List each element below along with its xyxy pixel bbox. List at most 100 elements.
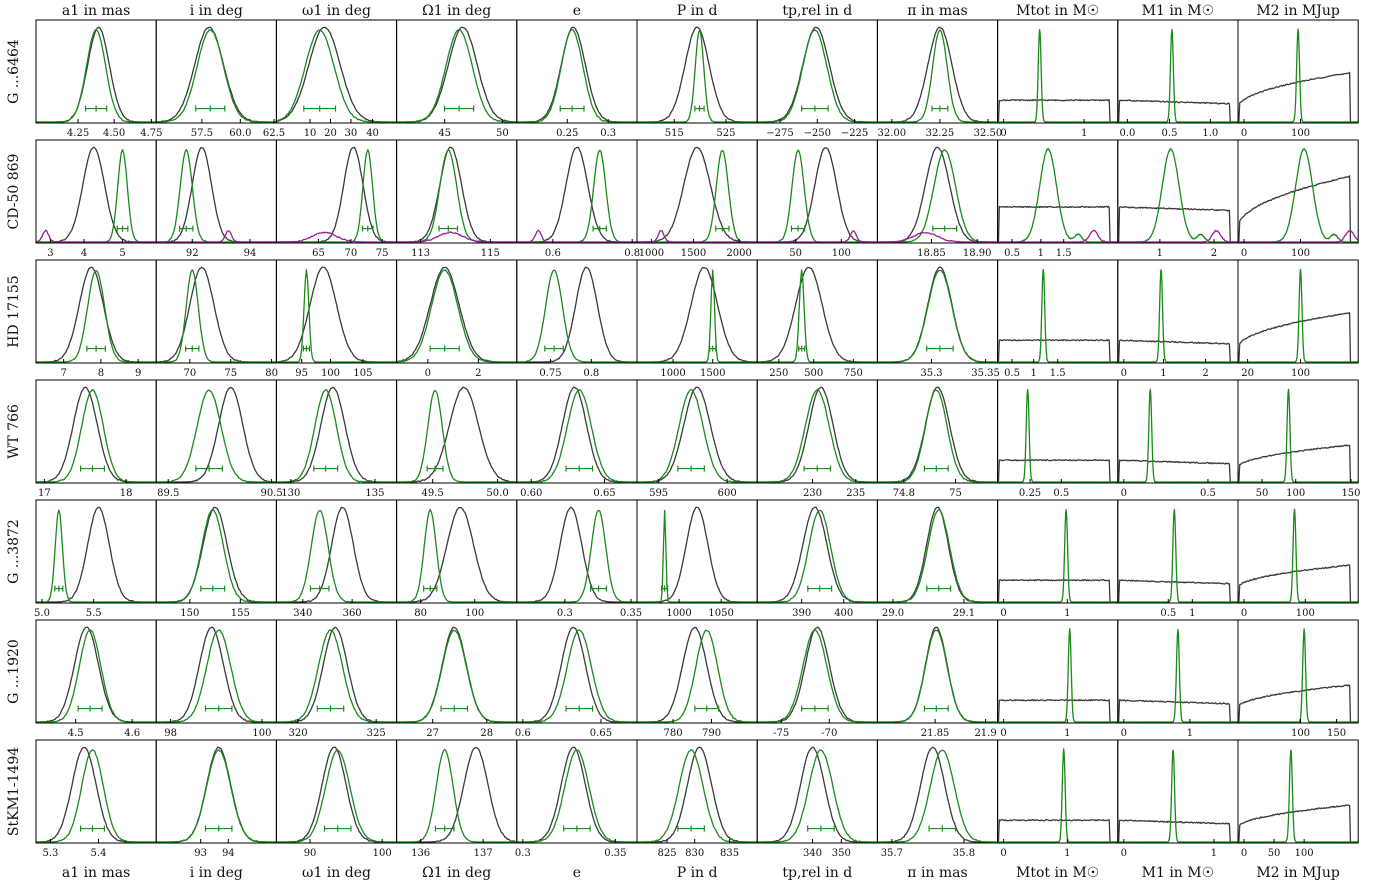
- posterior-histogram: [516, 749, 637, 843]
- tick-label: 4.75: [140, 128, 162, 139]
- tick-label: 1: [1187, 728, 1193, 739]
- panel-r5-c3: 27 28: [396, 619, 518, 739]
- prior-histogram: [276, 386, 397, 483]
- panel-r1-c10: 0 100: [1237, 139, 1359, 259]
- panel-r6-c4: 0.3 0.35: [515, 739, 638, 859]
- bottom-label-7: π in mas: [907, 865, 967, 881]
- tick-label: 0.60: [520, 488, 542, 499]
- panel-frame: [636, 619, 758, 724]
- panel-r2-c6: 250 500 750: [756, 259, 878, 379]
- tick-label: 150: [1327, 728, 1346, 739]
- prior-histogram: [516, 146, 637, 243]
- alternate-histogram: [1117, 229, 1238, 243]
- prior-histogram: [877, 506, 998, 603]
- tick-label: 5: [119, 248, 125, 259]
- posterior-histogram: [1237, 268, 1359, 363]
- tick-label: 1500: [681, 248, 706, 259]
- prior-histogram: [1117, 819, 1238, 843]
- bottom-label-1: i in deg: [190, 865, 243, 881]
- panel-r1-c7: 18.85 18.90: [876, 139, 999, 259]
- panel-frame: [155, 19, 277, 124]
- panel-frame: [1237, 259, 1359, 364]
- tick-label: 5.0: [34, 608, 50, 619]
- posterior-histogram: [36, 148, 157, 243]
- tick-label: 94: [244, 248, 257, 259]
- tick-label: 0.5: [1160, 608, 1176, 619]
- tick-label: 0.5: [1004, 368, 1020, 379]
- tick-label: 75: [376, 248, 389, 259]
- panel-r5-c1: 98 100: [155, 619, 277, 739]
- prior-histogram: [516, 386, 637, 483]
- prior-histogram: [396, 26, 517, 123]
- posterior-histogram: [516, 629, 637, 723]
- tick-label: 150: [180, 608, 199, 619]
- panel-r6-c0: 5.3 5.4: [35, 739, 157, 859]
- tick-label: 29.1: [953, 608, 975, 619]
- tick-label: 0: [1241, 128, 1247, 139]
- panel-frame: [1117, 499, 1239, 604]
- bottom-label-9: M1 in M☉: [1142, 865, 1215, 881]
- panel-r5-c6: -75 -70: [756, 619, 878, 739]
- tick-label: 90: [304, 848, 317, 859]
- panel-r3-c9: 0 0.5: [1117, 379, 1239, 499]
- tick-label: 1000: [639, 248, 664, 259]
- tick-label: 5.5: [86, 608, 102, 619]
- panel-r2-c9: 0 1 2: [1117, 259, 1239, 379]
- tick-label: 1: [1064, 848, 1070, 859]
- panel-r4-c5: 1000 1050: [636, 499, 758, 619]
- panel-frame: [876, 139, 999, 244]
- row-label-0: G ...6464: [6, 39, 22, 104]
- tick-label: 2000: [726, 248, 751, 259]
- posterior-histogram: [36, 509, 157, 603]
- tick-label: 0.8: [583, 368, 599, 379]
- prior-histogram: [877, 626, 998, 723]
- panel-r6-c3: 136 137: [396, 739, 518, 859]
- tick-label: 830: [685, 848, 704, 859]
- posterior-histogram: [156, 149, 277, 243]
- panel-frame: [756, 139, 878, 244]
- prior-histogram: [757, 746, 878, 843]
- panel-r0-c7: 32.00 32.25 32.50: [876, 19, 1002, 139]
- posterior-histogram: [276, 749, 397, 843]
- panel-frame: [997, 259, 1119, 364]
- tick-label: 340: [803, 848, 822, 859]
- tick-label: 136: [411, 848, 430, 859]
- panel-frame: [35, 499, 157, 604]
- tick-label: 0: [1121, 488, 1127, 499]
- tick-label: 7: [60, 368, 66, 379]
- tick-label: 790: [702, 728, 721, 739]
- tick-label: 1: [1160, 368, 1166, 379]
- prior-histogram: [637, 266, 758, 363]
- tick-label: −225: [841, 128, 868, 139]
- tick-label: 1.5: [1050, 368, 1066, 379]
- tick-label: 18: [120, 488, 133, 499]
- panel-r3-c5: 595 600: [636, 379, 758, 499]
- posterior-histogram: [877, 269, 998, 363]
- panel-frame: [997, 499, 1119, 604]
- prior-histogram: [637, 746, 758, 843]
- panel-r1-c8: 0.5 1 1.5: [997, 139, 1119, 259]
- prior-histogram: [877, 146, 998, 243]
- prior-histogram: [276, 266, 397, 363]
- tick-label: 595: [649, 488, 668, 499]
- tick-label: 360: [343, 608, 362, 619]
- bottom-label-8: Mtot in M☉: [1016, 865, 1099, 881]
- tick-label: 32.25: [926, 128, 955, 139]
- prior-histogram: [516, 506, 637, 603]
- panel-r0-c10: 0 100: [1237, 19, 1359, 139]
- panel-frame: [1237, 19, 1359, 124]
- posterior-histogram: [757, 509, 878, 603]
- prior-histogram: [516, 626, 637, 723]
- posterior-histogram: [1117, 269, 1239, 363]
- panel-frame: [1117, 19, 1239, 124]
- prior-histogram: [877, 746, 998, 843]
- panel-r1-c6: 50 100: [756, 139, 878, 259]
- tick-label: 1.5: [1056, 248, 1072, 259]
- posterior-histogram: [757, 269, 878, 363]
- tick-label: 250: [769, 368, 788, 379]
- posterior-histogram: [1237, 147, 1359, 243]
- prior-histogram: [877, 266, 998, 363]
